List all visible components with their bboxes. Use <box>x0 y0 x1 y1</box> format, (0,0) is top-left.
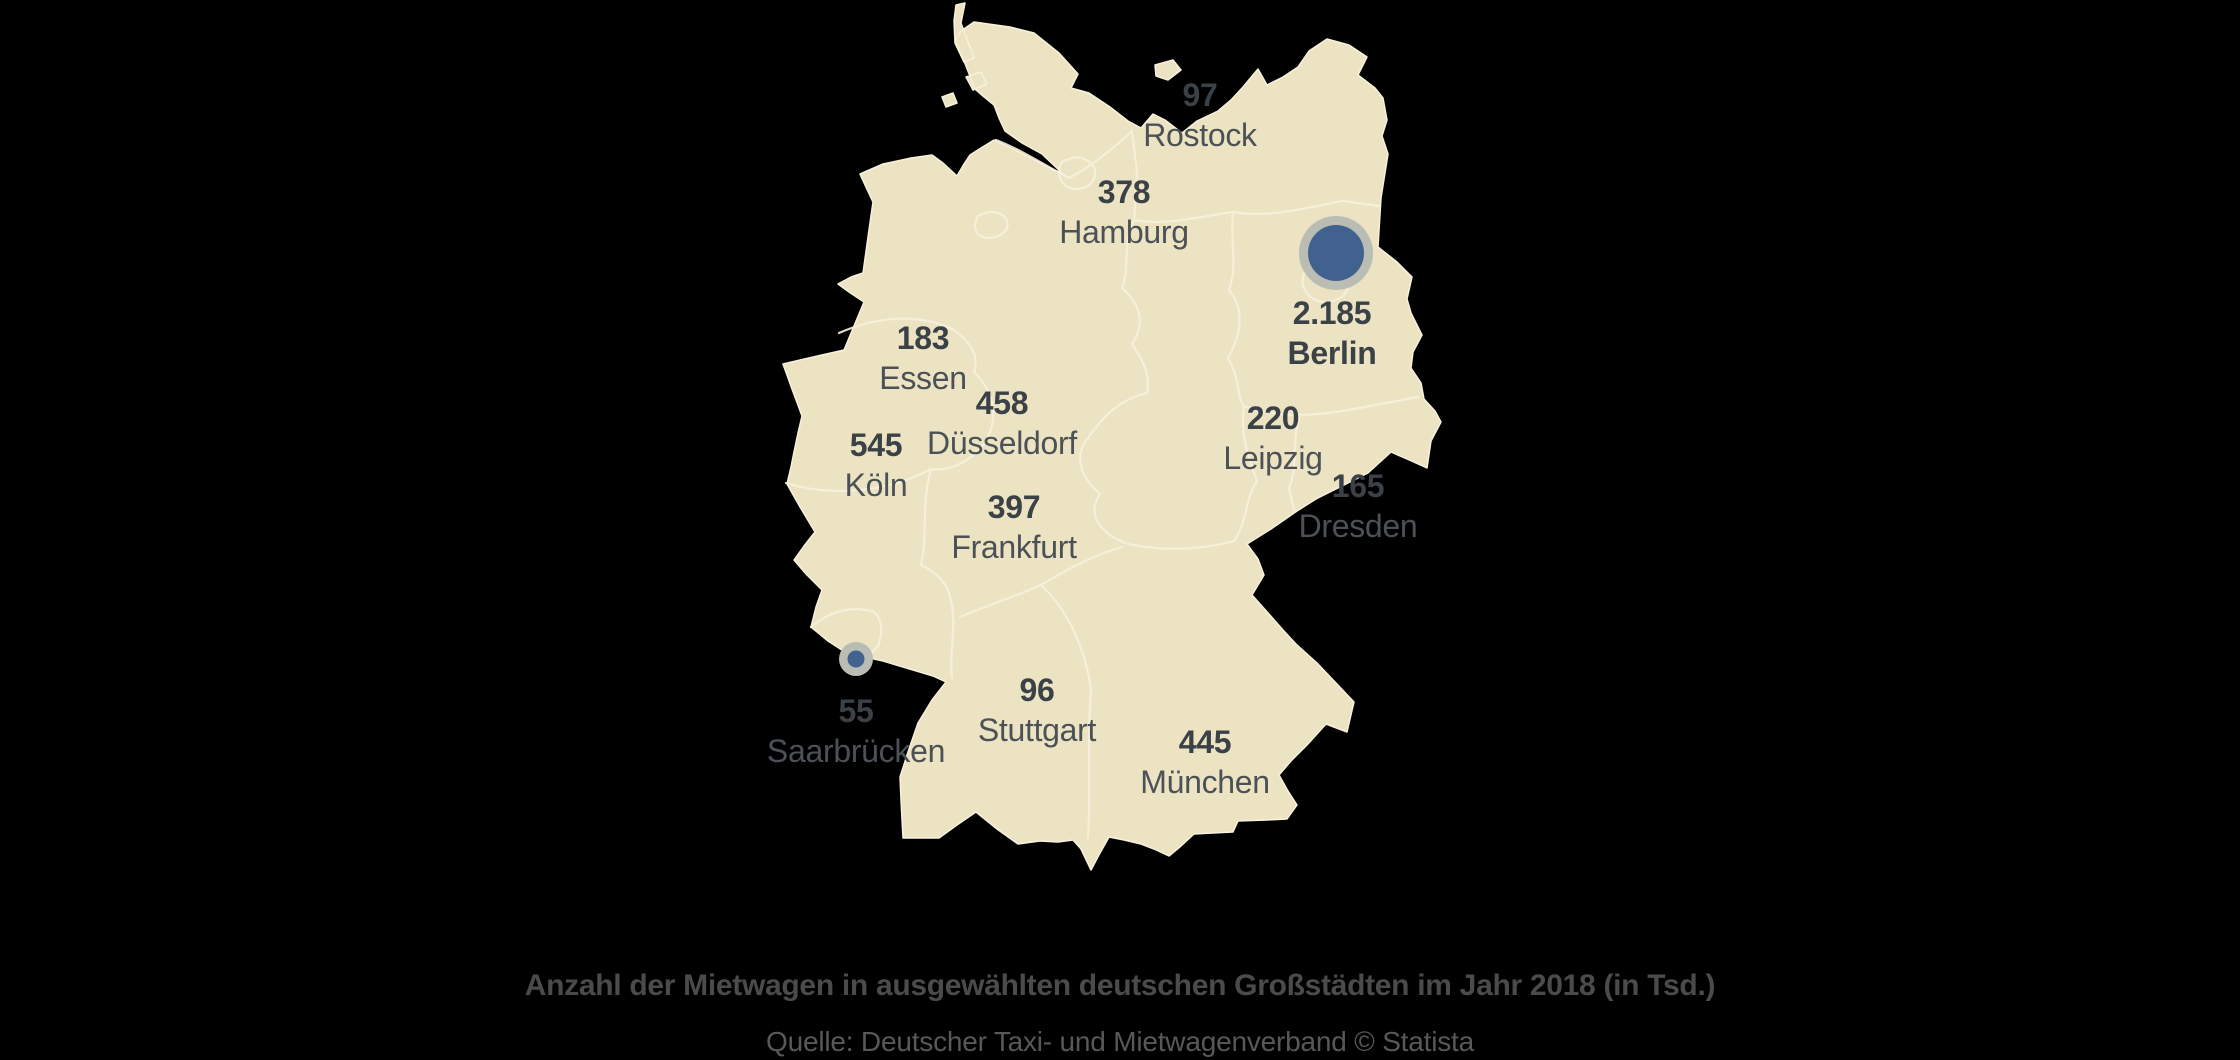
city-label: 445 München <box>1140 722 1270 802</box>
state-borders <box>784 129 1420 840</box>
city-name: Hamburg <box>1059 214 1189 250</box>
germany-outline <box>782 2 1442 871</box>
city-label: 183 Essen <box>879 318 967 398</box>
city-label: 545 Köln <box>845 425 908 505</box>
city-value: 545 <box>849 427 903 463</box>
city-name: Frankfurt <box>951 529 1077 565</box>
chart-title: Anzahl der Mietwagen in ausgewählten deu… <box>524 969 1716 1002</box>
city-label: 220 Leipzig <box>1223 398 1323 478</box>
city-value: 378 <box>1097 174 1151 210</box>
city-value: 458 <box>975 385 1029 421</box>
city-marker <box>1299 216 1373 290</box>
city-label: 165 Dresden <box>1299 466 1418 546</box>
city-value: 165 <box>1331 468 1385 504</box>
city-name: Saarbrücken <box>766 733 946 769</box>
germany-map <box>782 2 1442 871</box>
source-line: Quelle: Deutscher Taxi- und Mietwagenver… <box>766 1026 1474 1057</box>
city-name: Essen <box>879 360 967 396</box>
city-name: Düsseldorf <box>927 425 1077 461</box>
city-label: 96 Stuttgart <box>977 670 1097 750</box>
city-value: 397 <box>987 489 1041 525</box>
city-label: 2.185 Berlin <box>1288 293 1377 373</box>
city-label: 458 Düsseldorf <box>927 383 1077 463</box>
city-label: 397 Frankfurt <box>951 487 1077 567</box>
city-value: 445 <box>1178 724 1232 760</box>
city-name: Köln <box>844 467 908 503</box>
city-name: Rostock <box>1143 117 1257 153</box>
city-value: 183 <box>896 320 950 356</box>
city-value: 55 <box>838 693 874 729</box>
city-name: Berlin <box>1287 335 1377 371</box>
city-marker <box>839 642 873 676</box>
city-value: 220 <box>1246 400 1300 436</box>
city-name: München <box>1140 764 1270 800</box>
marker-core <box>847 650 865 668</box>
city-label: 97 Rostock <box>1143 75 1257 155</box>
city-label: 378 Hamburg <box>1059 172 1189 252</box>
marker-core <box>1308 225 1364 281</box>
city-name: Leipzig <box>1223 440 1323 476</box>
city-markers-layer <box>839 216 1373 676</box>
city-value: 2.185 <box>1292 295 1372 331</box>
city-value: 97 <box>1182 77 1218 113</box>
city-value: 96 <box>1019 672 1055 708</box>
city-name: Stuttgart <box>977 712 1097 748</box>
city-label: 55 Saarbrücken <box>767 691 945 771</box>
city-name: Dresden <box>1298 508 1418 544</box>
